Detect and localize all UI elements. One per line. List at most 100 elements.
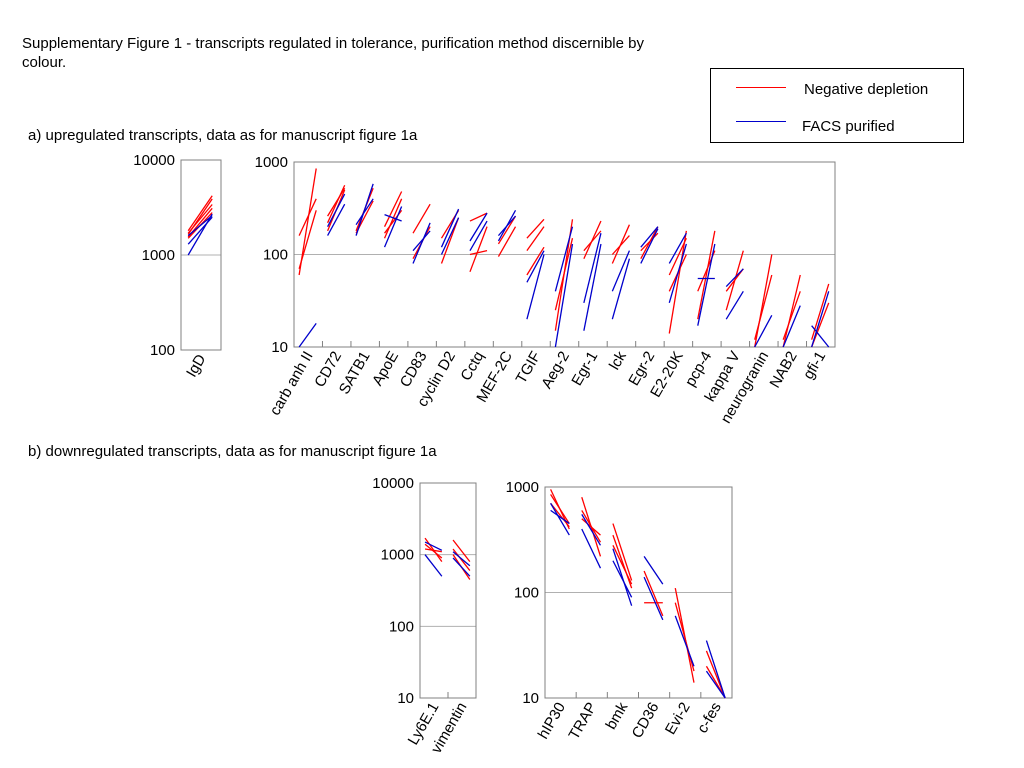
data-line (811, 291, 830, 348)
data-line (469, 220, 488, 251)
legend-label-facs-purified: FACS purified (802, 118, 895, 135)
data-line (705, 670, 726, 699)
data-line (469, 226, 488, 273)
data-line (187, 204, 213, 234)
data-line (643, 570, 664, 617)
y-tick-label: 10 (271, 339, 288, 356)
data-line (674, 602, 695, 672)
y-tick-label: 100 (389, 618, 414, 635)
page-title: Supplementary Figure 1 - transcripts reg… (22, 35, 644, 71)
plot-frame (544, 486, 733, 699)
data-line (412, 230, 431, 252)
data-line (550, 509, 570, 525)
data-line (611, 258, 631, 320)
data-line (612, 523, 633, 581)
category-label: carb anh II (267, 349, 317, 419)
category-label: hIP30 (535, 700, 569, 742)
data-line (327, 185, 346, 224)
data-line (668, 243, 687, 304)
data-line (668, 237, 687, 276)
category-label: bmk (602, 699, 631, 732)
category-label: lck (606, 348, 630, 373)
data-line (611, 224, 631, 264)
y-tick-label: 10000 (372, 475, 414, 492)
y-tick-label: 10 (397, 690, 414, 707)
data-line (725, 268, 744, 288)
data-line (187, 215, 213, 237)
y-tick-label: 1000 (255, 154, 288, 171)
category-label: Egr-1 (568, 349, 601, 389)
data-line (187, 195, 213, 232)
data-line (526, 226, 545, 252)
data-line (327, 193, 346, 227)
section-b-heading: b) downregulated transcripts, data as fo… (28, 443, 437, 460)
legend-swatch-facs-purified (736, 121, 786, 122)
data-line (697, 243, 716, 326)
data-line (327, 187, 346, 217)
data-line (412, 203, 431, 234)
data-line (754, 274, 773, 340)
data-line (497, 215, 517, 237)
category-label: c-fes (694, 700, 725, 737)
data-line (640, 232, 659, 252)
data-line (640, 228, 659, 264)
data-line (298, 198, 317, 236)
data-line (725, 290, 744, 320)
category-label: Evi-2 (662, 700, 694, 738)
data-line (424, 554, 443, 577)
data-line (469, 212, 488, 222)
data-line (424, 541, 443, 551)
data-line (612, 545, 633, 585)
data-line (554, 226, 574, 292)
data-line (383, 206, 403, 248)
plot-frame (180, 159, 222, 351)
section-a-heading: a) upregulated transcripts, data as for … (28, 127, 418, 144)
data-line (452, 557, 471, 577)
data-line (424, 543, 443, 559)
category-label: gfi-1 (800, 349, 829, 383)
data-line (612, 548, 633, 606)
data-line (355, 198, 374, 226)
data-line (782, 291, 801, 340)
y-tick-label: 10000 (133, 152, 175, 169)
data-line (412, 222, 431, 264)
data-line (383, 191, 403, 227)
data-line (554, 243, 574, 348)
y-tick-label: 100 (263, 247, 288, 264)
data-line (526, 218, 545, 239)
data-line (554, 238, 574, 311)
category-label: CD36 (629, 700, 663, 742)
data-line (782, 274, 801, 348)
y-tick-label: 1000 (506, 479, 539, 496)
data-line (526, 246, 545, 276)
data-line (643, 576, 664, 621)
data-line (187, 213, 213, 256)
data-line (452, 551, 471, 567)
data-line (452, 539, 471, 563)
category-label: NAB2 (766, 349, 800, 391)
data-line (497, 226, 517, 257)
data-line (550, 503, 570, 536)
category-label: Aeg-2 (538, 349, 573, 392)
data-line (668, 230, 688, 334)
data-line (583, 243, 602, 331)
data-line (550, 494, 570, 524)
data-line (452, 548, 471, 571)
data-line (581, 514, 602, 546)
data-line (643, 556, 664, 585)
data-line (612, 534, 633, 589)
data-line (440, 217, 460, 255)
data-line (550, 502, 570, 528)
data-line (424, 548, 442, 553)
data-line (754, 315, 773, 348)
category-label: IgD (183, 351, 209, 380)
data-line (674, 615, 695, 667)
legend: Negative depletion FACS purified (710, 68, 964, 143)
data-line (298, 323, 317, 348)
data-line (705, 640, 726, 699)
data-line (497, 215, 517, 245)
y-tick-label: 100 (514, 585, 539, 602)
data-line (581, 518, 601, 536)
data-line (754, 254, 773, 348)
